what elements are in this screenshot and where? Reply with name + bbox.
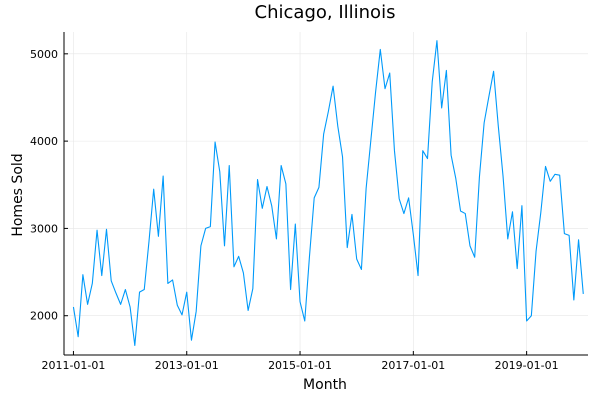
x-tick-label: 2015-01-01 [268,359,332,372]
axis-layer: 2011-01-01 2013-01-01 2015-01-01 2017-01-01… [30,32,588,372]
y-tick-label: 4000 [30,135,58,148]
x-tick-label: 2013-01-01 [155,359,219,372]
y-tick-label: 3000 [30,222,58,235]
x-tick-label: 2019-01-01 [495,359,559,372]
label-layer: Chicago, Illinois Month Homes Sold [10,2,395,393]
x-tick-label: 2017-01-01 [381,359,445,372]
y-axis-label: Homes Sold [10,153,26,236]
grid-layer [64,32,588,355]
x-tick-label: 2011-01-01 [41,359,105,372]
chart-title: Chicago, Illinois [255,2,396,23]
y-tick-label: 5000 [30,48,58,61]
y-tick-label: 2000 [30,310,58,323]
x-axis-label: Month [303,377,347,393]
series-layer [72,40,584,346]
series-line-0 [72,40,584,346]
